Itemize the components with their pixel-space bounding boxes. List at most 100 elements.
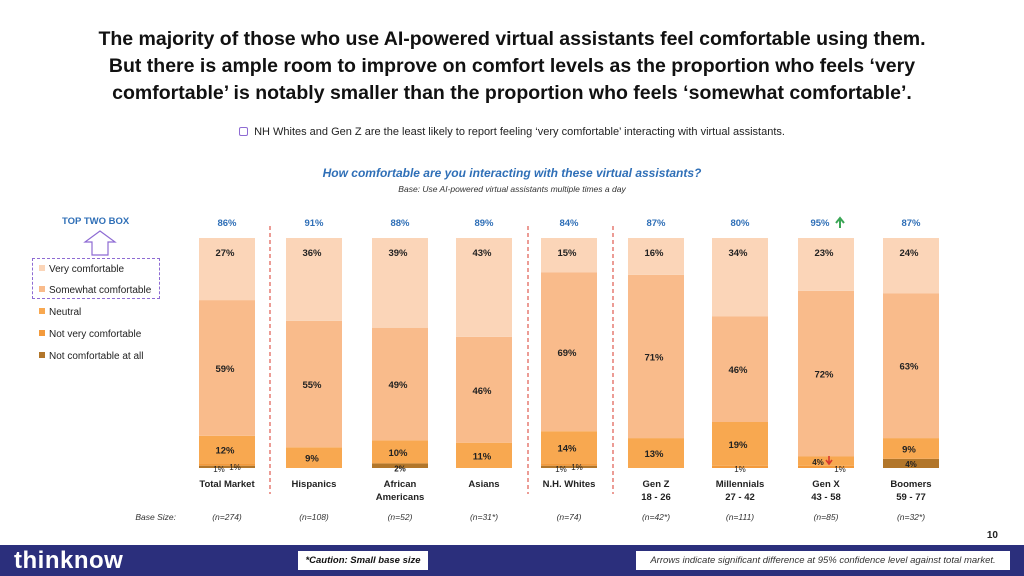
data-label-neutral: 9% <box>902 444 916 455</box>
base-size-value: (n=32*) <box>897 512 925 522</box>
data-label-somewhat-comfortable: 63% <box>899 362 919 373</box>
data-label-somewhat-comfortable: 59% <box>215 364 235 375</box>
chart-base-note: Base: Use AI-powered virtual assistants … <box>398 184 626 194</box>
key-note: NH Whites and Gen Z are the least likely… <box>0 126 1024 138</box>
bar-segment <box>712 422 768 466</box>
category-label: 18 - 26 <box>641 492 671 503</box>
data-label-very-comfortable: 23% <box>814 248 834 259</box>
category-label: 43 - 58 <box>811 492 841 503</box>
data-label-neutral: 9% <box>305 454 319 465</box>
data-label-not-at-all: 1% <box>213 465 225 474</box>
legend-item-neutral: Neutral <box>39 307 81 318</box>
base-size-value: (n=74) <box>557 512 582 522</box>
significance-note: Arrows indicate significant difference a… <box>636 551 1010 570</box>
bar-segment <box>541 238 597 273</box>
bar-segment <box>286 320 342 448</box>
bar-segment <box>286 447 342 468</box>
base-size-value: (n=42*) <box>642 512 670 522</box>
top-two-box-arrow-icon <box>83 230 117 256</box>
data-label-very-comfortable: 34% <box>728 248 748 259</box>
base-size-label: Base Size: <box>135 512 176 522</box>
bar-segment <box>541 465 597 468</box>
data-label-not-very: 1% <box>229 463 241 472</box>
page-number: 10 <box>986 530 998 541</box>
data-label-somewhat-comfortable: 69% <box>557 348 577 359</box>
data-label-not-at-all: 4% <box>905 460 917 469</box>
legend-item-not-very-comfortable: Not very comfortable <box>39 329 141 340</box>
data-label-very-comfortable: 39% <box>388 248 408 259</box>
bar-segment <box>372 327 428 441</box>
category-label: Americans <box>376 492 425 503</box>
data-label-neutral: 19% <box>728 440 748 451</box>
top-two-box-value: 89% <box>474 218 494 229</box>
data-label-neutral: 10% <box>388 448 408 459</box>
bar-segment <box>199 300 255 436</box>
slide-title: The majority of those who use AI-powered… <box>30 26 994 107</box>
data-label-somewhat-comfortable: 46% <box>728 365 748 376</box>
bar-segment <box>372 440 428 464</box>
data-label-very-comfortable: 15% <box>557 248 577 259</box>
top-two-box-value: 87% <box>646 218 666 229</box>
bar-segment <box>628 438 684 468</box>
bar-segment <box>798 465 854 468</box>
data-label-neutral: 4% <box>812 458 824 467</box>
category-label: N.H. Whites <box>543 479 596 490</box>
bar-segment <box>456 336 512 443</box>
sig-down-arrow-icon <box>825 456 833 466</box>
legend-item-somewhat-comfortable: Somewhat comfortable <box>39 285 151 296</box>
footer-bar: thinknow *Caution: Small base size Arrow… <box>0 545 1024 576</box>
data-label-somewhat-comfortable: 55% <box>302 380 322 391</box>
category-label: Boomers <box>890 479 931 490</box>
bar-segment <box>541 272 597 432</box>
data-label-very-comfortable: 27% <box>215 248 235 259</box>
note-bullet-icon <box>239 126 249 136</box>
bar-segment <box>628 274 684 439</box>
bar-segment <box>798 238 854 291</box>
bar-segment <box>883 438 939 459</box>
bar-segment <box>199 435 255 464</box>
data-label-neutral: 11% <box>473 451 492 462</box>
category-label: Millennials <box>716 479 765 490</box>
category-label: Gen X <box>812 479 840 490</box>
data-label-very-comfortable: 16% <box>644 248 664 259</box>
data-label-somewhat-comfortable: 49% <box>388 380 408 391</box>
data-label-not-at-all: 2% <box>394 464 406 473</box>
bar-segment <box>712 465 768 468</box>
top-two-box-value: 80% <box>730 218 750 229</box>
top-two-box-value: 86% <box>217 218 237 229</box>
bar-segment <box>883 238 939 294</box>
category-label: 27 - 42 <box>725 492 755 503</box>
data-label-neutral: 12% <box>215 446 235 457</box>
base-size-value: (n=274) <box>212 512 242 522</box>
base-size-value: (n=52) <box>388 512 413 522</box>
category-label: Hispanics <box>292 479 337 490</box>
sig-up-arrow-icon <box>835 216 845 228</box>
top-two-box-value: 84% <box>559 218 579 229</box>
caution-note: *Caution: Small base size <box>298 551 428 570</box>
top-two-box-bracket <box>32 258 160 299</box>
bar-segment <box>456 442 512 468</box>
bar-segment <box>199 238 255 301</box>
data-label-not-very: 1% <box>571 463 583 472</box>
bar-segment <box>372 463 428 468</box>
base-size-value: (n=108) <box>299 512 329 522</box>
top-two-box-label: TOP TWO BOX <box>62 216 130 227</box>
legend-swatch <box>39 308 45 315</box>
category-label: Gen Z <box>643 479 670 490</box>
bar-segment <box>883 293 939 439</box>
bar-segment <box>456 238 512 337</box>
top-two-box-value: 87% <box>901 218 921 229</box>
data-label-somewhat-comfortable: 46% <box>472 386 492 397</box>
title-line-1: The majority of those who use AI-powered… <box>98 28 926 50</box>
top-two-box-value: 91% <box>304 218 324 229</box>
legend-item-not-comfortable-at-all: Not comfortable at all <box>39 351 144 362</box>
title-line-3: comfortable’ is notably smaller than the… <box>112 82 912 104</box>
base-size-value: (n=31*) <box>470 512 498 522</box>
data-label-very-comfortable: 36% <box>302 248 322 259</box>
bar-segment <box>541 463 597 466</box>
bar-segment <box>798 290 854 457</box>
bar-segment <box>712 316 768 422</box>
bar-segment <box>199 463 255 466</box>
legend-swatch <box>39 265 45 272</box>
data-label-neutral: 14% <box>557 443 577 454</box>
